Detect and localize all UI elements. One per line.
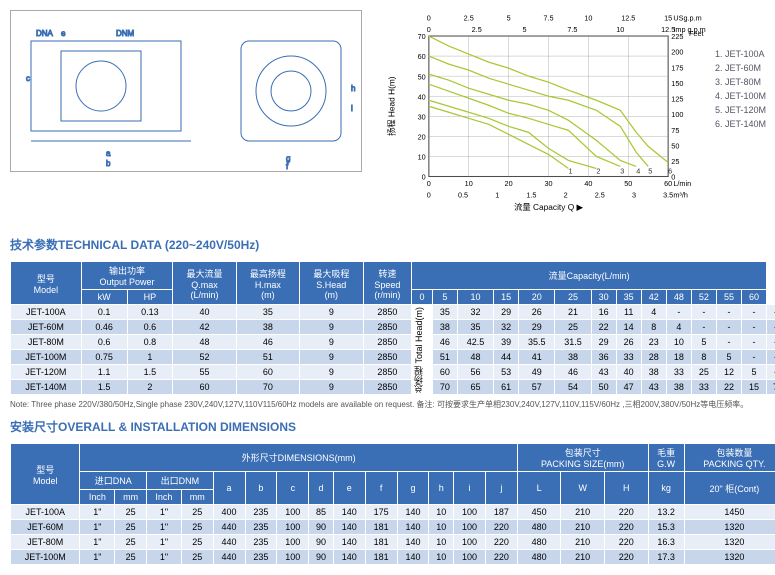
svg-text:40: 40 [418,92,426,101]
svg-text:3: 3 [620,166,624,175]
table-row: JET-100A0.10.13403592850总扬程 Total Head(m… [11,305,775,320]
svg-text:7.5: 7.5 [567,25,577,34]
dim-table: 型号Model外形尺寸DIMENSIONS(mm)包装尺寸PACKING SIZ… [10,443,775,565]
svg-text:L/min: L/min [673,179,691,188]
table-row: JET-120M1.11.555609285060565349464340383… [11,365,775,380]
svg-text:m³/h: m³/h [673,190,688,199]
svg-text:0: 0 [422,173,426,182]
svg-text:3: 3 [632,190,636,199]
svg-text:USg.p.m: USg.p.m [673,13,701,22]
svg-text:50: 50 [418,72,426,81]
svg-text:60: 60 [418,52,426,61]
svg-text:10: 10 [418,153,426,162]
svg-text:40: 40 [584,179,592,188]
svg-text:2: 2 [564,190,568,199]
table-row: JET-100M0.751525192850514844413836332818… [11,350,775,365]
svg-text:50: 50 [671,141,679,150]
svg-text:20: 20 [418,132,426,141]
legend-item: 4. JET-100M [715,91,775,101]
svg-text:4: 4 [636,166,640,175]
svg-text:i: i [351,104,353,113]
svg-text:0: 0 [427,179,431,188]
dim-title: 安装尺寸OVERALL & INSTALLATION DIMENSIONS [10,418,775,435]
svg-text:a: a [106,149,111,158]
table-row: JET-140M1.526070928507065615754504743383… [11,380,775,395]
svg-text:100: 100 [671,110,683,119]
tech-table: 型号Model输出功率Output Power最大流量Q.max(L/min)最… [10,261,775,395]
svg-text:7.5: 7.5 [543,13,553,22]
svg-text:5: 5 [507,13,511,22]
svg-text:0: 0 [427,13,431,22]
svg-text:DNM: DNM [116,29,135,38]
svg-text:10: 10 [465,179,473,188]
svg-text:125: 125 [671,95,683,104]
legend-item: 1. JET-100A [715,49,775,59]
svg-text:2: 2 [596,166,600,175]
tech-title: 技术参数TECHNICAL DATA (220~240V/50Hz) [10,236,775,253]
svg-text:70: 70 [418,32,426,41]
svg-text:扬程 Head H(m): 扬程 Head H(m) [386,76,396,136]
note: Note: Three phase 220V/380/50Hz,Single p… [10,399,775,410]
svg-text:225: 225 [671,32,683,41]
legend-item: 2. JET-60M [715,63,775,73]
svg-text:1: 1 [568,166,572,175]
svg-text:流量 Capacity Q ▶: 流量 Capacity Q ▶ [514,202,583,212]
svg-text:2.5: 2.5 [464,13,474,22]
svg-text:30: 30 [544,179,552,188]
svg-text:Feet: Feet [689,29,704,38]
legend-item: 5. JET-120M [715,105,775,115]
svg-text:20: 20 [505,179,513,188]
table-row: JET-100M1"251"25440235100901401811401010… [11,550,775,565]
svg-text:e: e [61,29,66,38]
table-row: JET-60M1"251"254402351009014018114010100… [11,520,775,535]
svg-text:0.5: 0.5 [458,190,468,199]
table-row: JET-60M0.460.64238928503835322925221484-… [11,320,775,335]
svg-text:50: 50 [624,179,632,188]
svg-text:h: h [351,84,355,93]
legend-item: 6. JET-140M [715,119,775,129]
svg-text:75: 75 [671,126,679,135]
chart-wrap: 0102030405060700102030405060L/min00.511.… [382,10,775,221]
svg-text:30: 30 [418,112,426,121]
table-row: JET-80M0.60.84846928504642.53935.531.529… [11,335,775,350]
svg-text:f: f [286,162,289,171]
svg-text:5: 5 [648,166,652,175]
table-row: JET-80M1"251"254402351009014018114010100… [11,535,775,550]
svg-text:10: 10 [584,13,592,22]
svg-text:2.5: 2.5 [472,25,482,34]
svg-text:150: 150 [671,79,683,88]
top-row: a b c e DNA DNM g f h i 0102030405060700… [10,10,775,221]
legend-item: 3. JET-80M [715,77,775,87]
svg-text:12.5: 12.5 [621,13,635,22]
svg-text:1.5: 1.5 [526,190,536,199]
svg-text:2.5: 2.5 [595,190,605,199]
svg-text:15: 15 [664,13,672,22]
svg-text:200: 200 [671,48,683,57]
svg-text:c: c [26,74,30,83]
svg-text:3.5: 3.5 [663,190,673,199]
svg-text:5: 5 [523,25,527,34]
svg-text:1: 1 [495,190,499,199]
performance-chart: 0102030405060700102030405060L/min00.511.… [382,10,715,221]
svg-text:25: 25 [671,157,679,166]
pump-diagram: a b c e DNA DNM g f h i [10,10,362,172]
svg-text:0: 0 [427,25,431,34]
svg-text:0: 0 [427,190,431,199]
svg-text:10: 10 [616,25,624,34]
svg-text:6: 6 [668,166,672,175]
svg-text:DNA: DNA [36,29,54,38]
svg-text:b: b [106,159,111,168]
table-row: JET-100A1"251"25400235100851401751401010… [11,505,775,520]
svg-text:175: 175 [671,63,683,72]
curve-legend: 1. JET-100A 2. JET-60M 3. JET-80M 4. JET-10… [715,10,775,221]
